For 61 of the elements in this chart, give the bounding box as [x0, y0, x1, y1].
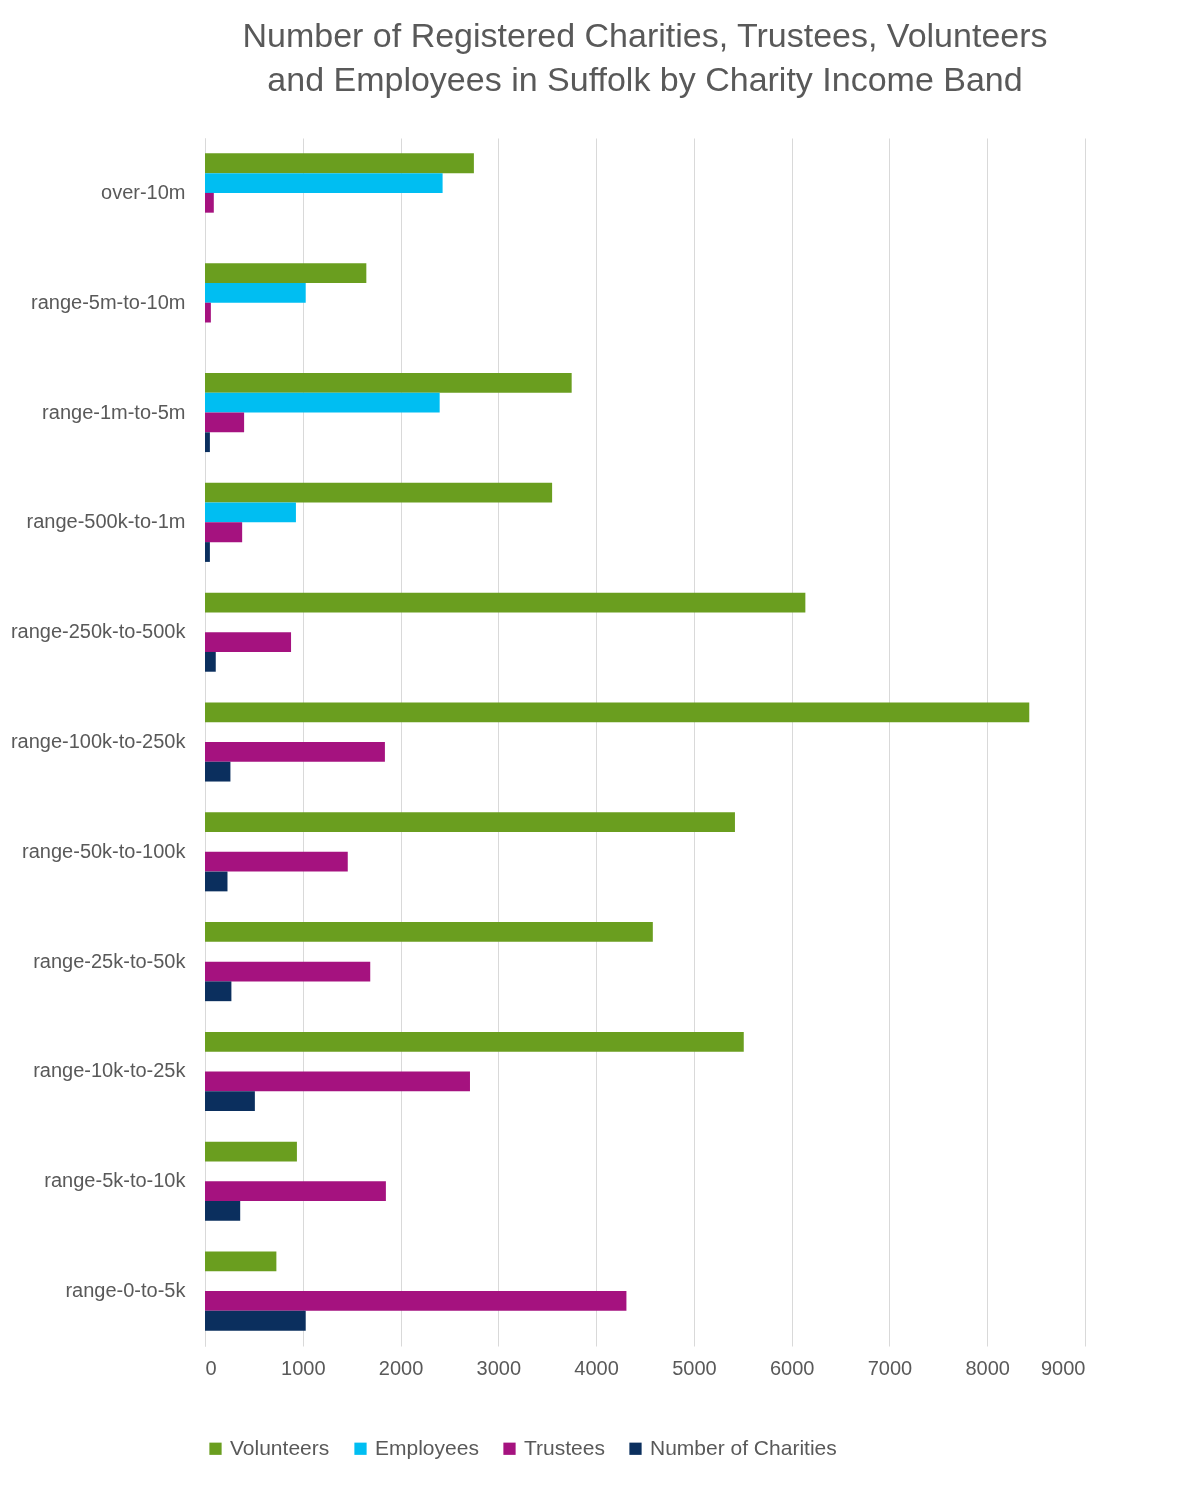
x-tick-label: 0	[205, 1356, 217, 1379]
bar	[205, 742, 385, 762]
y-tick-label: range-50k-to-100k	[22, 839, 187, 862]
bar	[205, 1251, 277, 1272]
bar	[205, 192, 214, 213]
bar	[205, 922, 653, 942]
bar	[205, 502, 296, 523]
bar	[205, 482, 553, 503]
legend-label: Number of Charities	[650, 1435, 837, 1459]
bar	[205, 812, 735, 833]
y-tick-label: range-25k-to-50k	[33, 949, 187, 972]
bar	[205, 1031, 744, 1052]
bar	[205, 702, 1030, 723]
x-tick-label: 2000	[378, 1356, 424, 1379]
bar	[205, 961, 371, 982]
bar	[205, 1091, 255, 1111]
bar	[205, 173, 443, 193]
chart-title: Number of Registered Charities, Trustees, Volunteers and Employees in Suffolk by Charity Income Band	[242, 16, 1048, 98]
y-tick-label: range-250k-to-500k	[10, 620, 187, 643]
x-tick-label: 7000	[867, 1356, 913, 1379]
y-tick-label: over-10m	[101, 180, 186, 203]
bar	[205, 1141, 297, 1162]
bar	[205, 1201, 241, 1221]
bar	[205, 651, 216, 672]
bar	[205, 522, 243, 543]
bar	[205, 412, 245, 433]
x-tick-label: 5000	[672, 1356, 717, 1379]
legend-label: Employees	[375, 1435, 479, 1459]
bar	[205, 632, 292, 652]
y-tick-label: range-100k-to-250k	[10, 730, 187, 752]
y-tick-label: range-500k-to-1m	[26, 510, 186, 533]
x-tick-label: 6000	[769, 1356, 815, 1379]
bar	[205, 981, 232, 1002]
y-tick-label: range-5k-to-10k	[44, 1169, 187, 1192]
bar	[205, 1291, 627, 1311]
y-tick-label: range-0-to-5k	[65, 1279, 187, 1302]
x-tick-label: 4000	[574, 1356, 619, 1379]
x-tick-label: 3000	[476, 1356, 522, 1379]
y-tick-label: range-5m-to-10m	[30, 290, 186, 313]
bar	[205, 851, 348, 872]
bar	[205, 542, 210, 562]
bar	[205, 153, 474, 174]
bar	[205, 432, 210, 453]
x-tick-label: 9000	[1041, 1356, 1086, 1379]
x-tick-label: 8000	[965, 1356, 1010, 1379]
bar	[205, 263, 367, 283]
y-tick-label: range-1m-to-5m	[42, 400, 186, 423]
bar	[205, 871, 228, 892]
legend-label: Volunteers	[230, 1435, 330, 1459]
bar	[205, 1310, 306, 1331]
bar	[205, 1071, 470, 1092]
bar	[205, 392, 440, 413]
x-tick-label: 1000	[281, 1356, 326, 1379]
bar	[205, 1181, 386, 1202]
bar	[205, 373, 572, 393]
bar	[205, 592, 806, 613]
bar	[205, 761, 231, 782]
bar	[205, 282, 306, 303]
bar	[205, 302, 211, 323]
legend-label: Trustees	[524, 1435, 605, 1459]
y-tick-label: range-10k-to-25k	[33, 1059, 187, 1082]
